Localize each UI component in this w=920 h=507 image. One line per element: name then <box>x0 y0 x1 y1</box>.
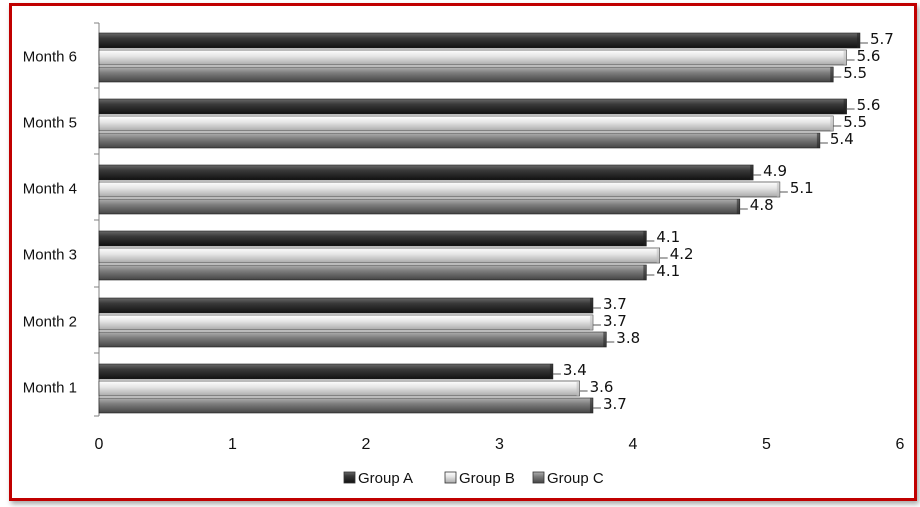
legend-label: Group B <box>459 470 515 487</box>
category-label: Month 1 <box>23 380 77 397</box>
bar <box>98 49 847 66</box>
data-label: 4.9 <box>763 162 787 180</box>
category-label: Month 3 <box>23 247 77 264</box>
bar-chart: 3.43.63.73.73.73.84.14.24.14.95.14.85.65… <box>23 22 905 487</box>
data-label: 5.7 <box>870 30 894 48</box>
bar-end-cap <box>843 99 847 114</box>
x-tick-label: 6 <box>896 436 905 453</box>
data-label: 5.5 <box>843 64 867 82</box>
data-label: 3.4 <box>563 361 587 379</box>
bar-end-cap <box>643 231 647 246</box>
bar <box>98 98 847 115</box>
bar <box>98 397 594 414</box>
data-label: 3.7 <box>603 312 627 330</box>
legend-swatch <box>532 471 545 484</box>
bar-end-cap <box>816 133 820 148</box>
category-labels: Month 1 Month 2 Month 3 Month 4 Month 5 Month… <box>23 49 77 397</box>
bars-group: 3.43.63.73.73.73.84.14.24.14.95.14.85.65… <box>98 30 894 414</box>
x-tick-label: 2 <box>362 436 371 453</box>
bar <box>98 164 754 181</box>
x-tick-labels: 0 1 2 3 4 5 6 <box>95 436 905 453</box>
bar-end-cap <box>843 50 847 65</box>
bar <box>98 380 580 397</box>
bar-end-cap <box>736 199 740 214</box>
data-label: 5.6 <box>857 96 881 114</box>
legend-swatch <box>343 471 356 484</box>
data-label: 3.6 <box>590 378 614 396</box>
bar <box>98 297 594 314</box>
bar-end-cap <box>830 116 834 131</box>
data-label: 3.7 <box>603 395 627 413</box>
bar <box>98 331 607 348</box>
bar-end-cap <box>549 364 553 379</box>
bar-end-cap <box>643 265 647 280</box>
bar <box>98 247 661 264</box>
bar-end-cap <box>589 298 593 313</box>
x-tick-label: 0 <box>95 436 104 453</box>
bar-end-cap <box>776 182 780 197</box>
legend-swatch <box>444 471 457 484</box>
bar <box>98 115 834 132</box>
bar-end-cap <box>589 398 593 413</box>
data-label: 4.8 <box>750 196 774 214</box>
legend: Group A Group B Group C <box>343 470 604 487</box>
bar-end-cap <box>750 165 754 180</box>
legend-item: Group C <box>532 470 604 487</box>
x-tick-label: 3 <box>495 436 504 453</box>
bar-end-cap <box>656 248 660 263</box>
bar-end-cap <box>603 332 607 347</box>
legend-label: Group A <box>358 470 413 487</box>
category-label: Month 6 <box>23 49 77 66</box>
bar-end-cap <box>576 381 580 396</box>
bar <box>98 230 647 247</box>
data-label: 3.7 <box>603 295 627 313</box>
legend-label: Group C <box>547 470 604 487</box>
bar-end-cap <box>830 67 834 82</box>
x-tick-label: 1 <box>228 436 237 453</box>
data-label: 5.1 <box>790 179 814 197</box>
data-label: 4.2 <box>670 245 694 263</box>
bar <box>98 363 554 380</box>
bar-end-cap <box>856 33 860 48</box>
bar <box>98 314 594 331</box>
bar <box>98 264 647 281</box>
data-label: 5.4 <box>830 130 854 148</box>
data-label: 4.1 <box>656 262 680 280</box>
data-label: 5.5 <box>843 113 867 131</box>
data-label: 4.1 <box>656 228 680 246</box>
legend-item: Group A <box>343 470 413 487</box>
bar <box>98 181 781 198</box>
bar <box>98 132 821 149</box>
category-label: Month 5 <box>23 115 77 132</box>
bar <box>98 198 741 215</box>
bar-end-cap <box>589 315 593 330</box>
category-label: Month 4 <box>23 181 77 198</box>
bar <box>98 32 861 49</box>
chart-frame: 3.4 3.6 3.7 3.7 3.7 3.8 4.1 4.2 4.1 4.9 5.1 4.8 5.6 5… <box>9 3 917 501</box>
data-label: 5.6 <box>857 47 881 65</box>
x-tick-label: 5 <box>762 436 771 453</box>
category-tick-marks <box>94 22 99 417</box>
bar <box>98 66 834 83</box>
x-tick-label: 4 <box>629 436 638 453</box>
data-label: 3.8 <box>616 329 640 347</box>
legend-item: Group B <box>444 470 515 487</box>
category-label: Month 2 <box>23 314 77 331</box>
